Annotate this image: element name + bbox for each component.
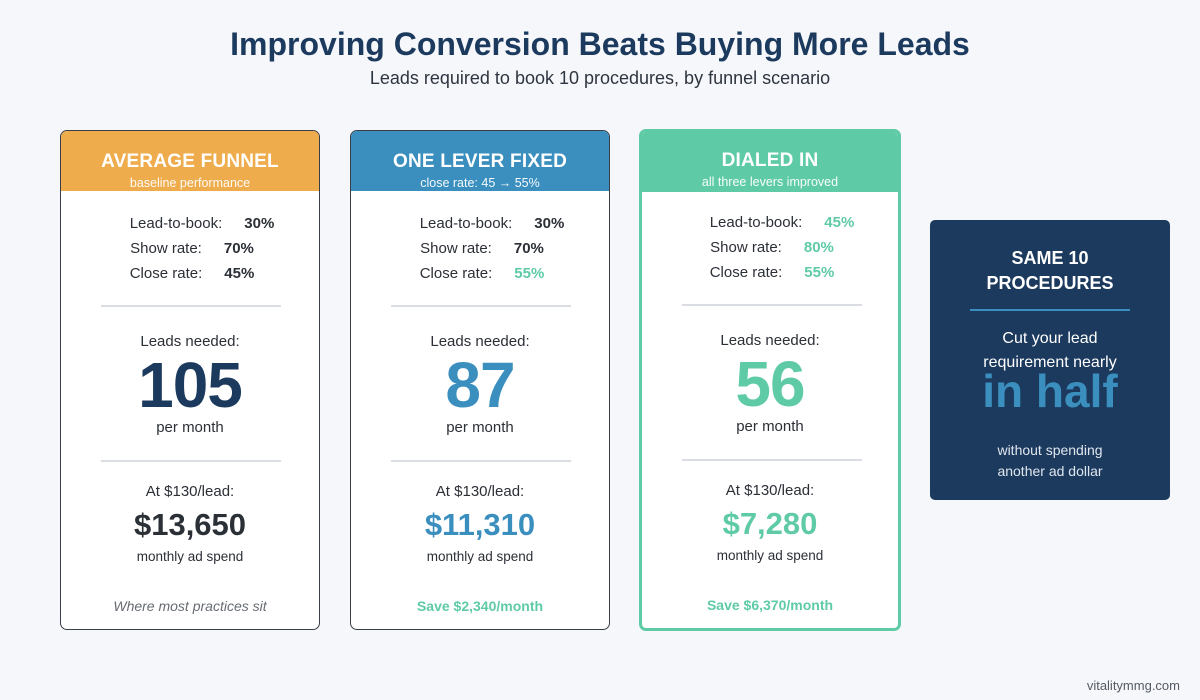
metric-label: Show rate: <box>420 240 492 257</box>
ad-spend-value: $7,280 <box>722 506 818 541</box>
metric-value: 70% <box>223 240 254 257</box>
metric-row: Close rate: 55% <box>642 260 898 285</box>
metrics-list: Lead-to-book: 30% Show rate: 70% Close r… <box>61 211 319 286</box>
summary-footnote-line: another ad dollar <box>997 463 1103 479</box>
summary-footnote: without spending another ad dollar <box>970 440 1130 482</box>
card-header: AVERAGE FUNNEL baseline performance <box>61 131 319 191</box>
metric-value: 55% <box>804 264 835 281</box>
metric-row: Show rate: 80% <box>642 235 898 260</box>
metric-value: 30% <box>244 215 275 232</box>
cost-label: At $130/lead: <box>435 483 525 500</box>
metric-label: Lead-to-book: <box>129 215 223 232</box>
summary-panel: SAME 10 PROCEDURES Cut your lead require… <box>930 220 1170 500</box>
card-subtitle: all three levers improved <box>701 175 839 189</box>
per-month-label: per month <box>446 419 514 436</box>
divider <box>391 460 571 462</box>
card-header: ONE LEVER FIXED close rate: 45 → 55% <box>351 131 609 191</box>
ad-spend-label: monthly ad spend <box>426 549 534 564</box>
savings-note: Save $6,370/month <box>706 597 834 613</box>
divider <box>682 459 862 461</box>
leads-needed-value: 87 <box>445 349 515 421</box>
card-footnote: Where most practices sit <box>113 598 267 614</box>
metric-row: Close rate: 55% <box>351 261 609 286</box>
card-title: ONE LEVER FIXED <box>392 151 568 172</box>
metric-value: 45% <box>224 265 255 282</box>
metric-row: Lead-to-book: 30% <box>351 211 609 236</box>
card-header: DIALED IN all three levers improved <box>642 132 898 192</box>
leads-needed-value: 105 <box>138 349 243 421</box>
metrics-list: Lead-to-book: 45% Show rate: 80% Close r… <box>642 210 898 285</box>
card-title: DIALED IN <box>721 150 819 171</box>
metric-value: 45% <box>824 214 855 231</box>
summary-footnote-line: without spending <box>997 442 1103 458</box>
source-credit: vitalitymmg.com <box>1086 678 1180 693</box>
summary-highlight: in half <box>982 365 1118 417</box>
metric-value: 80% <box>803 239 834 256</box>
metric-label: Close rate: <box>709 264 783 281</box>
metric-value: 55% <box>514 265 545 282</box>
divider <box>101 460 281 462</box>
leads-label: Leads needed: <box>720 332 820 349</box>
ad-spend-label: monthly ad spend <box>136 549 244 564</box>
ad-spend-value: $11,310 <box>424 507 536 542</box>
per-month-label: per month <box>156 419 224 436</box>
per-month-label: per month <box>736 418 804 435</box>
summary-title-line: PROCEDURES <box>986 273 1114 293</box>
cost-label: At $130/lead: <box>725 482 815 499</box>
metric-row: Show rate: 70% <box>351 236 609 261</box>
ad-spend-value: $13,650 <box>133 507 247 542</box>
metric-label: Show rate: <box>130 240 202 257</box>
summary-divider <box>970 309 1130 311</box>
metric-value: 70% <box>513 240 544 257</box>
metric-row: Close rate: 45% <box>61 261 319 286</box>
summary-title-line: SAME 10 <box>1011 248 1089 268</box>
summary-title: SAME 10 PROCEDURES <box>930 246 1170 296</box>
metric-value: 30% <box>534 215 565 232</box>
metric-row: Lead-to-book: 45% <box>642 210 898 235</box>
page-subtitle: Leads required to book 10 procedures, by… <box>369 68 831 88</box>
ad-spend-label: monthly ad spend <box>716 548 824 563</box>
divider <box>101 305 281 307</box>
metric-label: Lead-to-book: <box>709 214 803 231</box>
scenario-card-average: AVERAGE FUNNEL baseline performance Lead… <box>60 130 320 630</box>
cost-label: At $130/lead: <box>145 483 235 500</box>
metrics-list: Lead-to-book: 30% Show rate: 70% Close r… <box>351 211 609 286</box>
metric-label: Lead-to-book: <box>419 215 513 232</box>
page-title: Improving Conversion Beats Buying More L… <box>230 26 970 62</box>
summary-text: Cut your lead requirement nearly <box>983 330 1117 371</box>
divider <box>391 305 571 307</box>
card-subtitle: close rate: 45 → 55% <box>420 176 540 190</box>
scenario-card-one-lever: ONE LEVER FIXED close rate: 45 → 55% Lea… <box>350 130 610 630</box>
savings-note: Save $2,340/month <box>416 598 544 614</box>
scenario-card-dialed-in: DIALED IN all three levers improved Lead… <box>639 129 901 631</box>
leads-needed-value: 56 <box>735 348 805 420</box>
metric-label: Show rate: <box>710 239 782 256</box>
card-title: AVERAGE FUNNEL <box>101 151 279 172</box>
metric-row: Lead-to-book: 30% <box>61 211 319 236</box>
divider <box>682 304 862 306</box>
metric-label: Close rate: <box>419 265 493 282</box>
card-subtitle: baseline performance <box>129 176 251 190</box>
metric-row: Show rate: 70% <box>61 236 319 261</box>
leads-label: Leads needed: <box>430 333 530 350</box>
leads-label: Leads needed: <box>140 333 240 350</box>
metric-label: Close rate: <box>129 265 203 282</box>
